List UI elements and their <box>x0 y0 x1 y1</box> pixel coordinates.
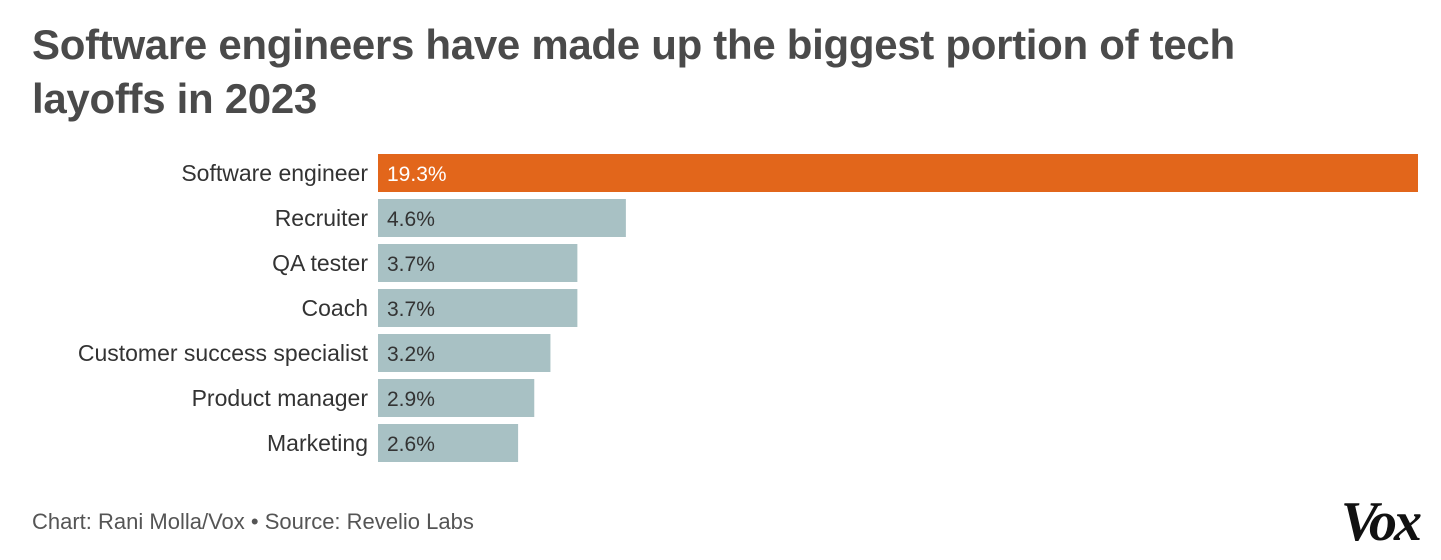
category-label-coach: Coach <box>302 295 368 321</box>
chart-credit: Chart: Rani Molla/Vox <box>32 509 245 534</box>
bar-customer-success-specialist <box>378 334 551 372</box>
bar-chart: Software engineer 19.3% Recruiter 4.6% QA te… <box>78 154 1418 462</box>
value-label-recruiter: 4.6% <box>387 208 435 231</box>
value-label-customer-success-specialist: 3.2% <box>387 343 435 366</box>
bar-coach <box>378 289 578 327</box>
value-label-marketing: 2.6% <box>387 433 435 456</box>
category-label-software-engineer: Software engineer <box>181 160 368 186</box>
value-label-product-manager: 2.9% <box>387 388 435 411</box>
chart-source: Source: Revelio Labs <box>264 509 474 534</box>
bar-software-engineer <box>378 154 1418 192</box>
footer-separator: • <box>250 509 259 534</box>
chart-footer: Chart: Rani Molla/Vox • Source: Revelio … <box>32 509 474 535</box>
category-label-qa-tester: QA tester <box>272 250 368 276</box>
value-label-qa-tester: 3.7% <box>387 253 435 276</box>
value-label-software-engineer: 19.3% <box>387 163 447 186</box>
value-label-coach: 3.7% <box>387 298 435 321</box>
vox-logo: Vox <box>1340 491 1422 553</box>
bar-product-manager <box>378 379 535 417</box>
bar-qa-tester <box>378 244 578 282</box>
category-label-product-manager: Product manager <box>192 385 369 411</box>
category-label-customer-success-specialist: Customer success specialist <box>78 340 369 366</box>
category-label-recruiter: Recruiter <box>275 205 369 231</box>
bar-marketing <box>378 424 519 462</box>
bar-recruiter <box>378 199 626 237</box>
category-label-marketing: Marketing <box>267 430 368 456</box>
chart-title: Software engineers have made up the bigg… <box>32 21 1235 122</box>
